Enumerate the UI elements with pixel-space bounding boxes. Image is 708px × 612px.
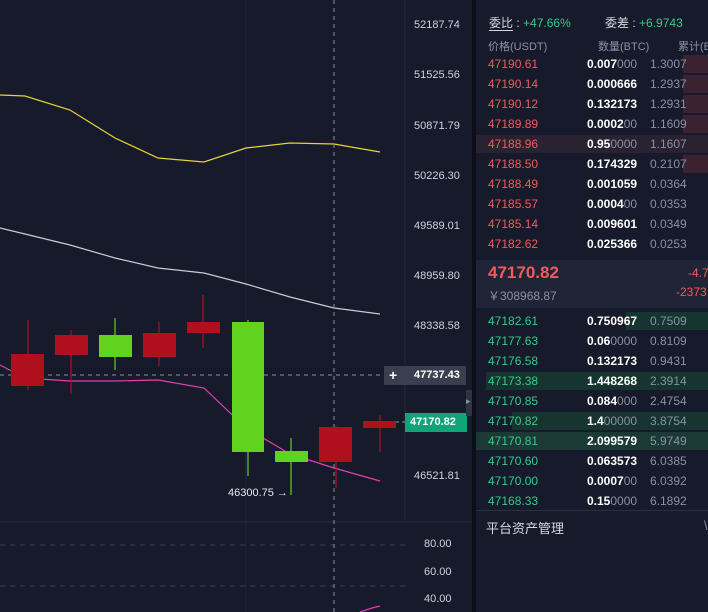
bid-row[interactable]: 47176.58 0.132173 0.9431 <box>488 354 687 368</box>
ask-row[interactable]: 47188.49 0.001059 0.0364 <box>488 177 687 191</box>
column-header-price: 价格(USDT) <box>488 41 548 53</box>
ask-row[interactable]: 47189.89 0.000200 1.1609 <box>476 114 708 134</box>
last-price: 47170.82 <box>488 263 559 282</box>
platform-assets-tail: \ <box>704 518 708 533</box>
order-book: 委比 : +47.66% 委差 : +6.9743 价格(USDT) 数量(BT… <box>476 0 708 612</box>
candle[interactable] <box>275 438 308 495</box>
y-axis-label: 49589.01 <box>414 220 460 232</box>
y-axis-label: 50871.79 <box>414 120 460 132</box>
indicator-axis-label: 80.00 <box>424 538 452 550</box>
ask-row[interactable]: 47190.12 0.132173 1.2931 <box>476 94 708 114</box>
chart-canvas[interactable] <box>0 0 472 612</box>
ratio-underline <box>489 30 513 31</box>
chevron-right-icon: ▸ <box>466 396 471 406</box>
panel-divider <box>472 0 476 612</box>
y-axis-label: 46521.81 <box>414 470 460 482</box>
bid-row[interactable]: 47177.63 0.060000 0.8109 <box>488 334 687 348</box>
candle[interactable] <box>187 295 220 348</box>
bid-row[interactable]: 47170.85 0.084000 2.4754 <box>488 394 687 408</box>
ask-row[interactable]: 47188.96 0.950000 1.1607 <box>476 134 708 154</box>
indicator-axis-label: 40.00 <box>424 593 452 605</box>
last-price-block: 47170.82 ￥308968.87 -4.7 -2373 <box>476 260 708 308</box>
order-diff: 委差 : +6.9743 <box>605 16 683 30</box>
platform-assets-label: 平台资产管理 <box>486 521 565 536</box>
diff-value: +6.9743 <box>639 16 683 30</box>
crosshair-price-tag: + 47737.43 <box>384 366 466 385</box>
ask-row[interactable]: 47185.57 0.000400 0.0353 <box>488 197 687 211</box>
ratio-label: 委比 <box>489 16 514 30</box>
candle[interactable] <box>232 320 264 476</box>
candle[interactable] <box>11 320 44 390</box>
ask-row[interactable]: 47190.14 0.000666 1.2937 <box>476 74 708 94</box>
candle[interactable] <box>319 426 352 488</box>
bid-row[interactable]: 47182.61 0.750967 0.7509 <box>476 311 708 331</box>
current-price-tag: 47170.82 <box>405 413 467 432</box>
bid-row[interactable]: 47170.82 1.400000 3.8754 <box>476 411 708 431</box>
ma-white-line <box>0 227 381 315</box>
bid-row[interactable]: 47173.38 1.448268 2.3914 <box>476 371 708 391</box>
last-price-cny: ￥308968.87 <box>488 289 557 303</box>
bid-row[interactable]: 47170.60 0.063573 6.0385 <box>488 454 687 468</box>
candlestick-chart[interactable]: 52187.74 51525.56 50871.79 50226.30 4958… <box>0 0 472 612</box>
crosshair-price: 47737.43 <box>414 369 460 381</box>
price-change-amount: -2373 <box>676 285 707 299</box>
ma-pink-line <box>0 364 381 482</box>
y-axis-label: 52187.74 <box>414 19 460 31</box>
candle[interactable] <box>55 330 88 394</box>
indicator-axis-label: 60.00 <box>424 566 452 578</box>
price-change: -4.7 <box>688 266 708 280</box>
candle[interactable] <box>363 415 396 452</box>
low-price-annotation: 46300.75 → <box>228 487 288 499</box>
bid-row[interactable]: 47170.81 2.099579 5.9749 <box>476 431 708 451</box>
order-ratio: 委比 : +47.66% <box>489 16 571 30</box>
ask-row[interactable]: 47182.62 0.025366 0.0253 <box>488 237 687 251</box>
candle[interactable] <box>99 318 132 370</box>
candle[interactable] <box>143 322 176 366</box>
y-axis-label: 51525.56 <box>414 69 460 81</box>
ask-row[interactable]: 47188.50 0.174329 0.2107 <box>476 154 708 174</box>
diff-label: 委差 <box>605 16 630 30</box>
indicator-line <box>359 605 381 612</box>
y-axis-label: 48959.80 <box>414 270 460 282</box>
ma-yellow-line <box>0 94 381 163</box>
ask-row[interactable]: 47185.14 0.009601 0.0349 <box>488 217 687 231</box>
current-price: 47170.82 <box>410 416 456 428</box>
panel-collapse-handle[interactable]: ▸ <box>466 390 472 416</box>
plus-icon: + <box>389 367 398 383</box>
ask-row[interactable]: 47190.61 0.007000 1.3007 <box>476 54 708 74</box>
bid-row[interactable]: 47170.00 0.000700 6.0392 <box>488 474 687 488</box>
y-axis-label: 50226.30 <box>414 170 460 182</box>
column-header-cum: 累计(B <box>678 41 708 53</box>
y-axis-label: 48338.58 <box>414 320 460 332</box>
column-header-qty: 数量(BTC) <box>598 41 650 53</box>
platform-assets-link[interactable]: 平台资产管理 \ <box>476 510 708 541</box>
bid-row[interactable]: 47168.33 0.150000 6.1892 <box>488 494 687 508</box>
ratio-value: +47.66% <box>523 16 571 30</box>
